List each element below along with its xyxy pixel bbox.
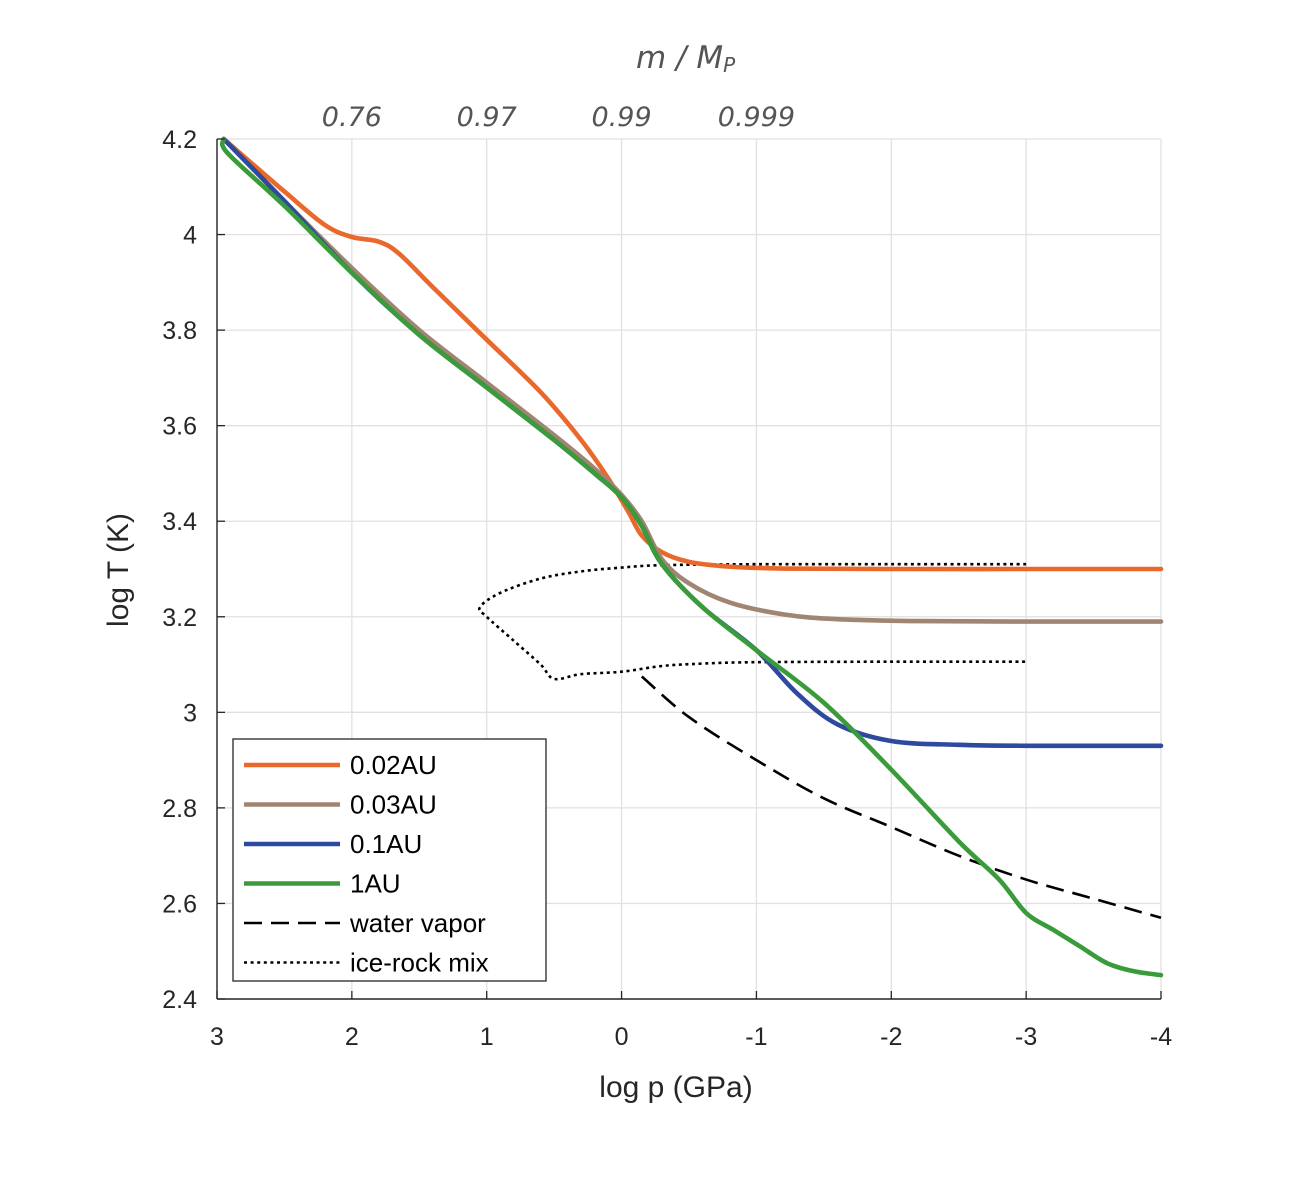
y-tick-label: 4.2 [162,126,197,154]
x-tick-label: -4 [1150,1023,1172,1051]
series-line-0-03au [221,136,1164,624]
x-tick-label: -3 [1015,1023,1037,1051]
y-axis-title: log T (K) [102,513,135,627]
legend-label: 1AU [350,869,401,899]
axes [216,138,1162,1000]
plot-series [219,136,1164,978]
top-axis-title-main: m / M [636,40,723,76]
series-line-1au [219,136,1164,978]
y-tick-label: 3.6 [162,413,197,441]
y-tick-label: 2.8 [162,795,197,823]
y-tick-label: 2.6 [162,890,197,918]
legend-label: ice-rock mix [350,948,489,978]
top-axis-tick-label: 0.76 [322,102,382,133]
top-axis-tick-label: 0.99 [592,102,652,133]
y-axis-tick-labels: 2.4 2.6 2.8 3 3.2 3.4 3.6 3.8 4 4.2 [162,126,197,1014]
legend-label: water vapor [349,908,486,938]
series-line-water-vapor [640,675,1162,920]
y-tick-label: 3.4 [162,508,197,536]
top-axis-title: m / MP [636,40,736,77]
x-tick-label: 2 [345,1023,359,1051]
y-tick-label: 3 [183,699,197,727]
y-tick-label: 4 [183,222,197,250]
x-tick-label: -2 [880,1023,902,1051]
top-axis-title-subscript: P [723,53,736,77]
x-tick-label: 1 [480,1023,494,1051]
legend-label: 0.1AU [350,829,422,859]
y-tick-label: 2.4 [162,986,197,1014]
legend-box [232,738,547,982]
y-tick-label: 3.2 [162,604,197,632]
top-axis-tick-label: 0.97 [457,102,517,133]
top-axis-tick-labels: 0.76 0.97 0.99 0.999 [322,102,795,133]
series-line-ice-rock-mix [477,562,1027,681]
x-tick-label: -1 [745,1023,767,1051]
top-axis-tick-label: 0.999 [718,102,795,133]
x-tick-label: 3 [210,1023,224,1051]
x-tick-label: 0 [615,1023,629,1051]
legend: 0.02AU 0.03AU 0.1AU 1AU water vapor ice-rock … [232,738,547,982]
x-axis-tick-labels: 3 2 1 0 -1 -2 -3 -4 [210,1023,1172,1051]
x-axis-title: log p (GPa) [599,1071,752,1104]
legend-label: 0.03AU [350,790,437,820]
legend-label: 0.02AU [350,750,437,780]
y-tick-label: 3.8 [162,317,197,345]
